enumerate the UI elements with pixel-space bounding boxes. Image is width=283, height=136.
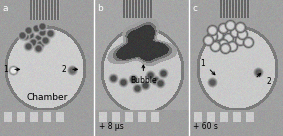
Text: 2: 2 xyxy=(266,77,271,86)
Text: + 60 s: + 60 s xyxy=(193,122,218,131)
Text: Chamber: Chamber xyxy=(26,93,67,102)
Text: Bubble: Bubble xyxy=(130,76,157,85)
Text: a: a xyxy=(3,4,8,13)
Text: 2: 2 xyxy=(62,65,66,74)
Text: c: c xyxy=(192,4,198,13)
Text: + 8 μs: + 8 μs xyxy=(98,122,123,131)
Text: 1: 1 xyxy=(200,59,205,68)
Text: b: b xyxy=(98,4,103,13)
Text: 1: 1 xyxy=(4,65,8,74)
